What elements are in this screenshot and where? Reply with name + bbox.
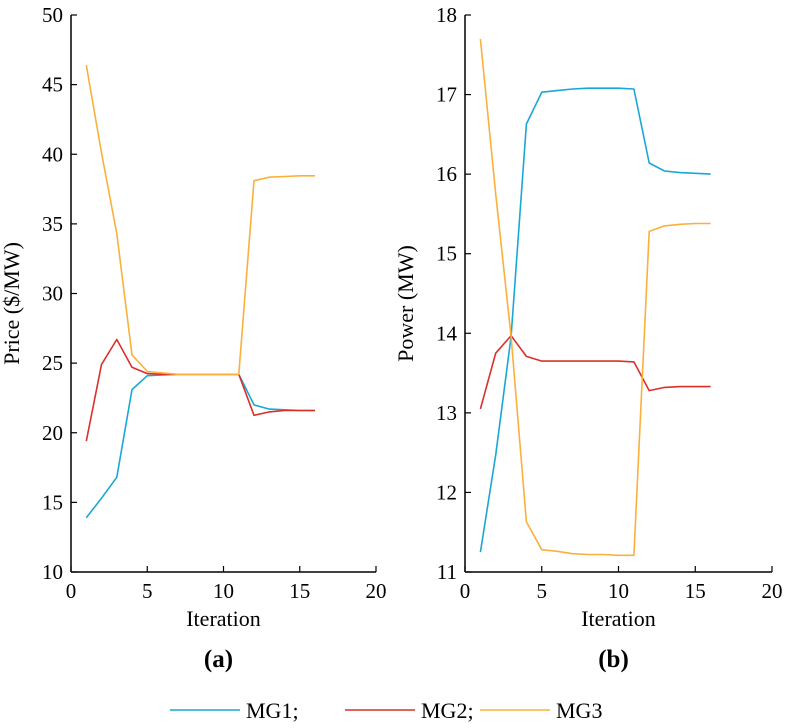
y-tick-label: 18 xyxy=(436,3,457,27)
y-tick-label: 14 xyxy=(436,321,458,345)
y-axis-label: Power (MW) xyxy=(393,245,418,362)
x-tick-label: 15 xyxy=(685,579,706,603)
series-line-mg1 xyxy=(85,373,315,519)
y-tick-label: 25 xyxy=(42,351,63,375)
x-tick-label: 10 xyxy=(608,579,629,603)
y-tick-label: 13 xyxy=(436,401,457,425)
y-tick-label: 45 xyxy=(42,73,63,97)
y-tick-label: 15 xyxy=(436,242,457,266)
series-line-mg2 xyxy=(85,338,315,442)
panel-caption: (a) xyxy=(204,646,233,673)
series-line-mg3 xyxy=(479,38,711,557)
series-line-mg1 xyxy=(479,87,711,553)
series-line-mg2 xyxy=(479,334,711,410)
legend-label-mg1: MG1; xyxy=(246,698,299,723)
x-tick-label: 5 xyxy=(142,579,153,603)
y-tick-label: 17 xyxy=(436,83,457,107)
y-tick-label: 11 xyxy=(437,560,457,584)
x-tick-label: 15 xyxy=(289,579,310,603)
chart-panel-b: 0 5 10 15 20 11 12 13 14 15 16 17 18 Iteration Power (… xyxy=(393,3,783,673)
legend-label-mg3: MG3 xyxy=(556,698,602,723)
y-tick-label: 20 xyxy=(42,421,63,445)
x-tick-label: 10 xyxy=(213,579,234,603)
y-tick-label: 50 xyxy=(42,3,63,27)
x-axis-label: Iteration xyxy=(186,606,261,631)
y-axis-label: Price ($/MW) xyxy=(0,242,24,365)
legend-label-mg2: MG2; xyxy=(421,698,474,723)
x-tick-label: 0 xyxy=(460,579,471,603)
x-tick-label: 20 xyxy=(366,579,387,603)
chart-panel-a: 0 5 10 15 20 10 15 20 25 30 35 40 45 50 Iteration Price… xyxy=(0,3,387,673)
x-axis-label: Iteration xyxy=(581,606,656,631)
y-tick-label: 10 xyxy=(42,560,63,584)
panel-caption: (b) xyxy=(598,646,629,673)
y-tick-label: 40 xyxy=(42,142,63,166)
y-tick-label: 16 xyxy=(436,162,457,186)
x-tick-label: 20 xyxy=(762,579,783,603)
x-tick-label: 0 xyxy=(66,579,77,603)
legend: MG1; MG2; MG3 xyxy=(170,698,602,723)
y-tick-label: 35 xyxy=(42,212,63,236)
y-tick-label: 30 xyxy=(42,282,63,306)
y-tick-label: 15 xyxy=(42,490,63,514)
series-line-mg3 xyxy=(85,64,315,376)
x-tick-label: 5 xyxy=(537,579,548,603)
y-tick-label: 12 xyxy=(436,480,457,504)
